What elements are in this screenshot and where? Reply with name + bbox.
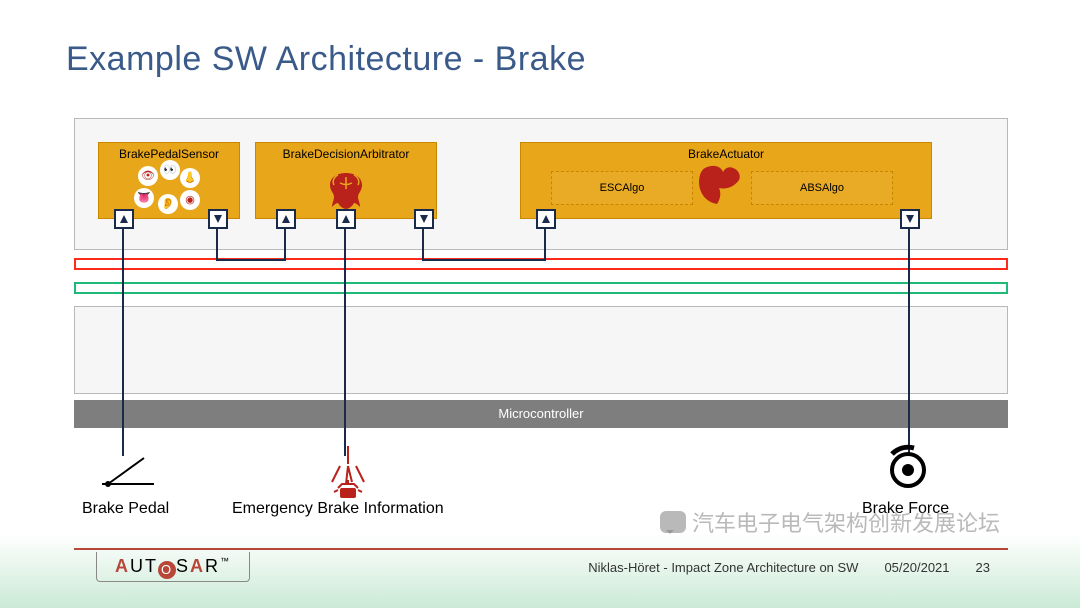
- layer-basic-sw: [74, 306, 1008, 394]
- port-p6: [536, 209, 556, 229]
- port-p2: [208, 209, 228, 229]
- layer-services: [74, 282, 1008, 294]
- block-actuator: BrakeActuator ESCAlgo ABSAlgo: [520, 142, 932, 219]
- port-p4: [336, 209, 356, 229]
- port-p5: [414, 209, 434, 229]
- block-arbitrator-label: BrakeDecisionArbitrator: [256, 147, 436, 161]
- brake-force-icon: [880, 440, 936, 501]
- emergency-icon: [322, 440, 374, 507]
- port-p3: [276, 209, 296, 229]
- port-p1: [114, 209, 134, 229]
- block-sensor-label: BrakePedalSensor: [99, 147, 239, 161]
- block-sensor: BrakePedalSensor 👁 👀 👃 👅 👂 ◉: [98, 142, 240, 219]
- footer-text: Niklas-Höret - Impact Zone Architecture …: [562, 560, 990, 575]
- footer-line: [74, 548, 1008, 550]
- layer-microcontroller: Microcontroller: [74, 400, 1008, 428]
- sub-esc: ESCAlgo: [551, 171, 693, 205]
- sub-abs: ABSAlgo: [751, 171, 893, 205]
- slide-title: Example SW Architecture - Brake: [66, 40, 586, 79]
- pedal-icon: [98, 440, 158, 495]
- port-p7: [900, 209, 920, 229]
- label-emergency: Emergency Brake Information: [232, 500, 444, 518]
- autosar-logo: AUTOSAR™: [96, 552, 250, 582]
- block-arbitrator: BrakeDecisionArbitrator: [255, 142, 437, 219]
- label-brake-pedal: Brake Pedal: [82, 500, 169, 518]
- muscle-icon: [691, 153, 751, 218]
